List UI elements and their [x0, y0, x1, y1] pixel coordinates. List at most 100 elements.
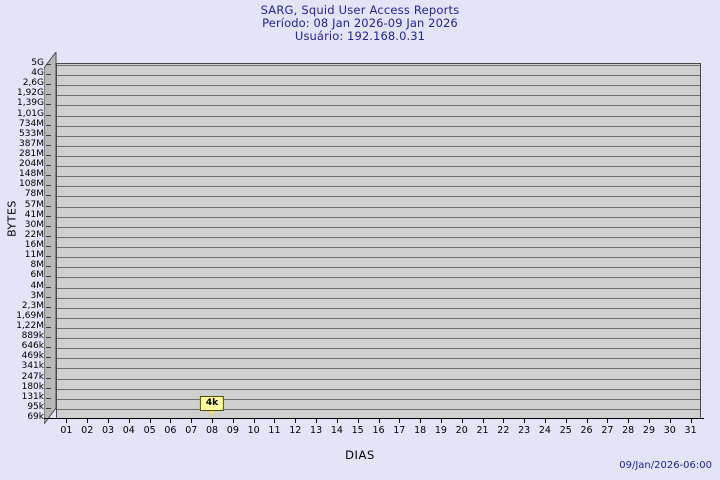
x-axis-tick-mark: [545, 419, 546, 423]
y-axis-tick-mark: [46, 74, 52, 76]
y-axis-tick-label: 4M: [30, 280, 45, 291]
gridline: [57, 267, 700, 269]
x-axis-tick-label: 10: [247, 425, 260, 436]
y-axis-tick-mark: [46, 377, 52, 379]
x-axis-tick-label: 19: [434, 425, 447, 436]
x-axis-tick-mark: [691, 419, 692, 423]
x-axis-tick-mark: [483, 419, 484, 423]
x-axis-tick-mark: [150, 419, 151, 423]
x-axis-tick-mark: [191, 419, 192, 423]
y-axis-tick-label: 533M: [19, 128, 44, 139]
gridline: [57, 135, 700, 137]
x-axis-tick-mark: [129, 419, 130, 423]
y-axis-tick-label: 281M: [19, 149, 44, 160]
y-axis-tick-label: 3M: [30, 290, 45, 301]
y-axis-tick-label: 341k: [21, 361, 44, 372]
y-axis-tick-label: 2,6G: [22, 78, 44, 89]
y-axis-tick-label: 69k: [27, 412, 44, 422]
y-axis-tick-label: 1,22M: [16, 320, 44, 331]
gridline: [57, 327, 700, 329]
gridline: [57, 408, 700, 410]
y-axis-tick-label: 16M: [24, 240, 44, 251]
gridline: [57, 257, 700, 259]
y-axis-tick-label: 1,01G: [16, 108, 44, 119]
x-axis-tick-mark: [587, 419, 588, 423]
y-axis-tick-mark: [46, 195, 52, 197]
y-axis-tick-label: 204M: [19, 159, 44, 170]
gridline: [57, 317, 700, 319]
y-axis-tick-label: 4G: [31, 68, 44, 79]
y-axis-tick-label: 1,69M: [16, 310, 44, 321]
y-axis-tick-label: 6M: [30, 270, 45, 281]
gridline: [57, 196, 700, 198]
y-axis-tick-label: 247k: [21, 371, 44, 382]
x-axis-tick-mark: [649, 419, 650, 423]
data-point-value-label: 4k: [199, 396, 225, 411]
gridline: [57, 156, 700, 158]
x-axis-tick-mark: [233, 419, 234, 423]
y-axis-tick-mark: [46, 246, 52, 248]
y-axis-tick-label: 30M: [24, 219, 44, 230]
x-axis-tick-mark: [295, 419, 296, 423]
gridline: [57, 368, 700, 370]
y-axis-tick-label: 148M: [19, 169, 44, 180]
x-axis-tick-label: 21: [476, 425, 489, 436]
x-axis-tick-mark: [670, 419, 671, 423]
y-axis-tick-mark: [46, 266, 52, 268]
x-axis-tick-label: 03: [101, 425, 115, 436]
gridline: [57, 75, 700, 77]
y-axis-tick-label: 78M: [24, 189, 44, 200]
y-axis-tick-label: 2,3M: [21, 300, 44, 311]
x-axis-tick-mark: [524, 419, 525, 423]
x-axis-tick-label: 14: [330, 425, 343, 436]
gridline: [57, 216, 700, 218]
x-axis-tick-label: 25: [559, 425, 572, 436]
y-axis-tick-label: 108M: [19, 179, 44, 190]
y-axis-tick-mark: [46, 357, 52, 359]
gridline: [57, 65, 700, 66]
x-axis-tick-label: 31: [684, 425, 697, 436]
x-axis-line: [44, 418, 704, 419]
data-point-marker: [206, 408, 219, 416]
gridline: [57, 358, 700, 360]
y-axis-tick-label: 889k: [21, 331, 44, 342]
gridline: [57, 105, 700, 107]
x-axis-tick-label: 09: [226, 425, 239, 436]
x-axis-tick-label: 15: [351, 425, 364, 436]
gridline: [57, 338, 700, 340]
x-axis-tick-label: 22: [497, 425, 510, 436]
plot-area: [56, 63, 701, 419]
y-axis-tick-label: 95k: [27, 401, 44, 412]
x-axis-tick-mark: [462, 419, 463, 423]
gridline: [57, 378, 700, 380]
gridline: [57, 85, 700, 87]
x-axis-tick-label: 06: [164, 425, 177, 436]
gridline: [57, 348, 700, 350]
y-axis-tick-label: 41M: [24, 209, 44, 220]
x-axis-tick-mark: [379, 419, 380, 423]
x-axis-tick-label: 08: [206, 425, 219, 436]
y-axis-tick-mark: [46, 155, 52, 157]
chart-plot: [44, 52, 704, 424]
gridline: [57, 166, 700, 168]
y-axis-tick-mark: [46, 84, 52, 86]
x-axis-tick-label: 20: [455, 425, 468, 436]
y-axis-tick-mark: [46, 134, 52, 136]
report-title-block: SARG, Squid User Access Reports Período:…: [0, 4, 720, 43]
y-axis-tick-mark: [46, 316, 52, 318]
gridline: [57, 277, 700, 279]
x-axis-tick-mark: [607, 419, 608, 423]
x-axis-tick-label: 13: [310, 425, 323, 436]
y-axis-tick-label: 11M: [24, 250, 44, 261]
y-axis-tick-mark: [46, 235, 52, 237]
y-axis-tick-label: 57M: [24, 199, 44, 210]
y-axis-tick-label: 8M: [30, 260, 45, 271]
gridline: [57, 247, 700, 249]
y-axis-tick-mark: [46, 347, 52, 349]
gridline: [57, 307, 700, 309]
x-axis-tick-label: 04: [122, 425, 135, 436]
gridline: [57, 226, 700, 228]
x-axis-tick-label: 18: [414, 425, 427, 436]
y-axis-tick-mark: [46, 286, 52, 288]
